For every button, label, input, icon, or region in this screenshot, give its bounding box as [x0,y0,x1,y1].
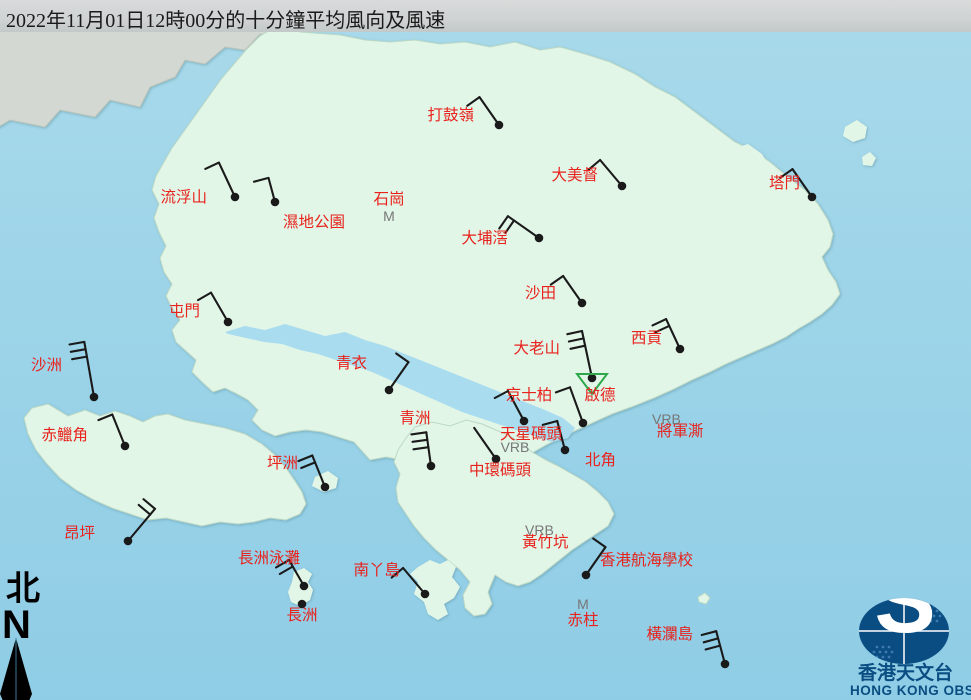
svg-text:坪洲: 坪洲 [267,454,298,472]
svg-text:青衣: 青衣 [336,354,367,372]
svg-text:橫瀾島: 橫瀾島 [646,625,693,643]
svg-text:HONG KONG OBSERVATORY: HONG KONG OBSERVATORY [850,683,971,698]
svg-text:打鼓嶺: 打鼓嶺 [427,106,474,124]
svg-text:長洲泳灘: 長洲泳灘 [238,549,300,567]
svg-text:VRB: VRB [525,522,554,538]
svg-text:石崗: 石崗 [373,190,404,208]
svg-text:青洲: 青洲 [399,409,430,427]
svg-text:西貢: 西貢 [631,330,662,347]
svg-text:大美督: 大美督 [551,166,598,184]
svg-text:昂坪: 昂坪 [64,524,95,542]
svg-text:北角: 北角 [585,451,616,469]
svg-text:塔門: 塔門 [769,174,800,192]
svg-text:啟德: 啟德 [584,386,615,404]
svg-text:赤柱: 赤柱 [567,611,598,629]
svg-text:赤鱲角: 赤鱲角 [41,426,88,444]
svg-text:香港天文台: 香港天文台 [857,661,953,684]
svg-text:大埔滘: 大埔滘 [461,229,508,247]
svg-text:M: M [383,208,395,224]
svg-text:香港航海學校: 香港航海學校 [600,550,693,569]
svg-text:中環碼頭: 中環碼頭 [469,461,532,479]
svg-text:S: S [874,550,935,652]
svg-text:濕地公園: 濕地公園 [283,213,345,231]
svg-text:沙田: 沙田 [525,285,556,302]
svg-text:屯門: 屯門 [169,302,200,320]
svg-text:京士柏: 京士柏 [506,386,553,404]
svg-text:M: M [577,596,589,612]
svg-text:VRB: VRB [652,411,681,427]
svg-text:長洲: 長洲 [286,607,317,624]
svg-text:流浮山: 流浮山 [160,188,207,206]
svg-text:沙洲: 沙洲 [31,357,62,374]
svg-text:大老山: 大老山 [513,339,560,357]
svg-text:南丫島: 南丫島 [353,561,400,579]
svg-text:VRB: VRB [501,439,530,455]
